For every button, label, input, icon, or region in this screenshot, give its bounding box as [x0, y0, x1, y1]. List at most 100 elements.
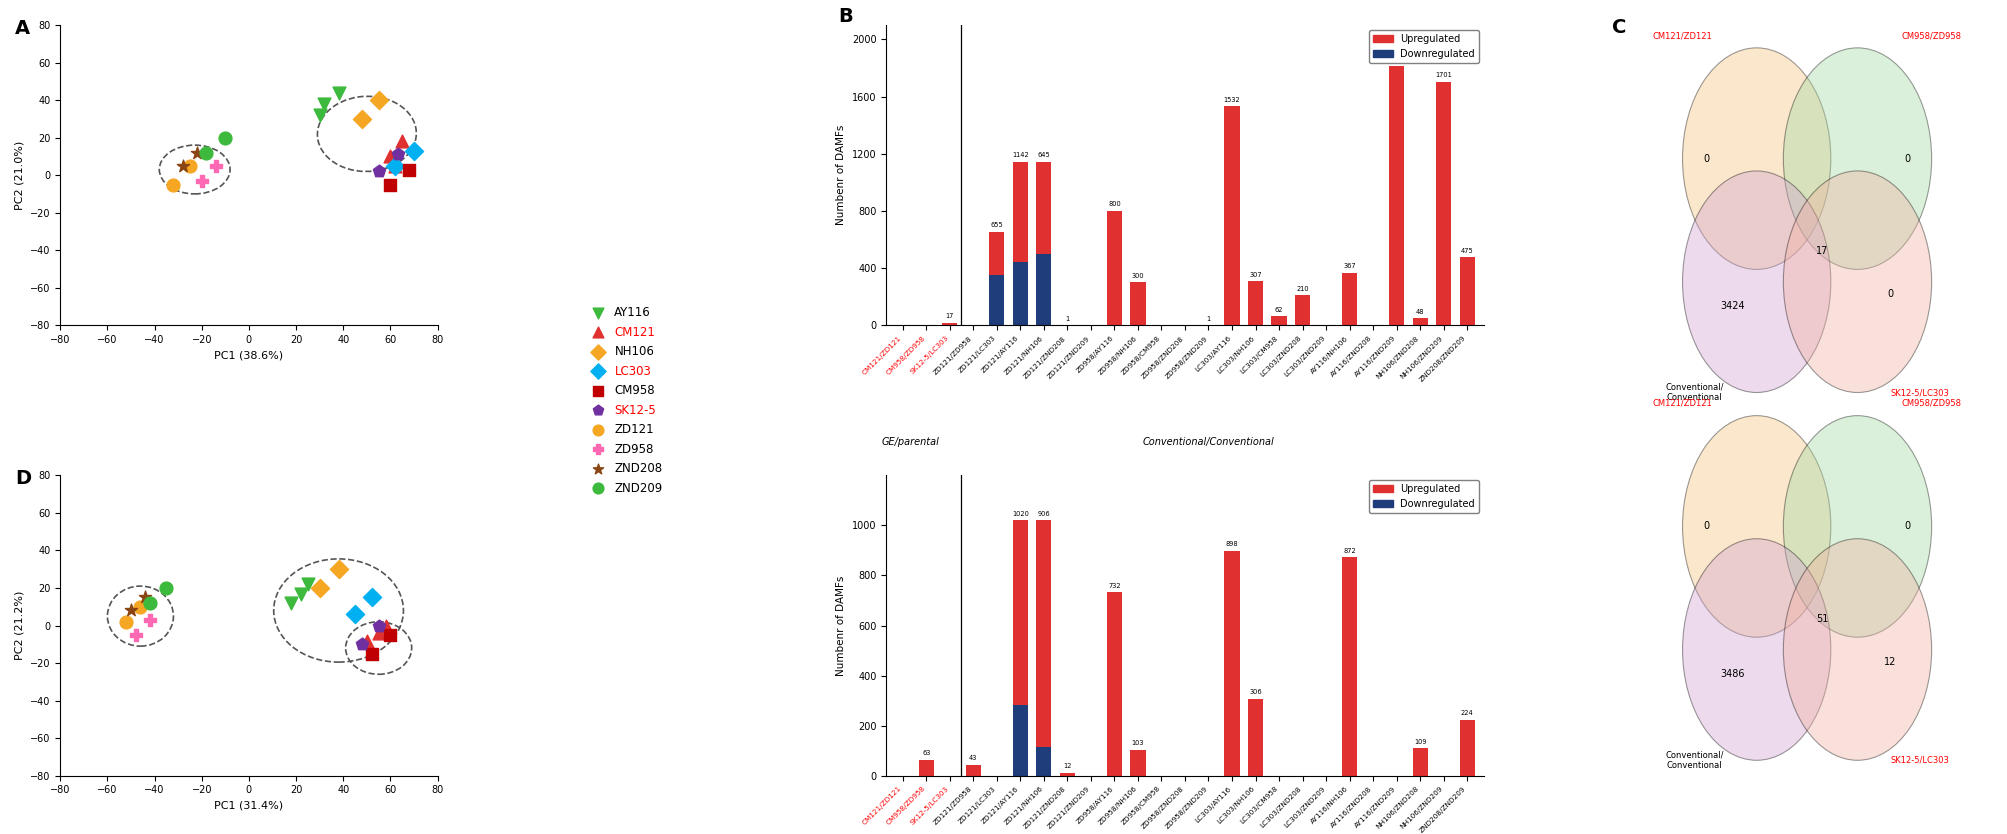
Bar — [1246, 281, 1262, 325]
Legend: AY116, CM121, NH106, LC303, CM958, SK12-5, ZD121, ZD958, ZND208, ZND209: AY116, CM121, NH106, LC303, CM958, SK12-… — [586, 306, 662, 495]
Text: 224: 224 — [1461, 710, 1473, 716]
Text: 51: 51 — [1814, 614, 1826, 624]
Point — [393, 163, 425, 176]
Text: CM958/ZD958: CM958/ZD958 — [1901, 399, 1961, 408]
Point — [114, 604, 147, 617]
Text: 1: 1 — [1206, 315, 1210, 322]
Point — [363, 626, 395, 640]
Point — [381, 148, 413, 161]
Point — [323, 86, 355, 99]
Ellipse shape — [1782, 415, 1931, 637]
Ellipse shape — [1782, 48, 1931, 269]
Y-axis label: PC2 (21.0%): PC2 (21.0%) — [14, 140, 24, 210]
Text: 12: 12 — [1883, 657, 1895, 667]
Text: 0: 0 — [1702, 521, 1708, 531]
Bar — [1435, 82, 1451, 325]
Point — [355, 590, 387, 604]
Bar — [989, 274, 1004, 325]
Bar — [965, 765, 979, 776]
Text: GE/parental: GE/parental — [881, 437, 939, 447]
Text: 210: 210 — [1297, 285, 1309, 292]
Text: Conventional/
Conventional: Conventional/ Conventional — [1664, 383, 1722, 402]
Bar — [1036, 254, 1052, 325]
Point — [373, 150, 405, 163]
Text: SK12-5/LC303: SK12-5/LC303 — [1889, 756, 1949, 765]
Point — [110, 615, 142, 629]
Point — [345, 638, 377, 651]
Bar — [917, 760, 933, 776]
Text: 103: 103 — [1132, 741, 1144, 746]
Bar — [1246, 699, 1262, 776]
Bar — [1459, 258, 1475, 325]
Text: 655: 655 — [989, 222, 1004, 228]
Point — [303, 581, 335, 595]
Point — [323, 563, 355, 576]
Legend: Upregulated, Downregulated: Upregulated, Downregulated — [1369, 480, 1477, 513]
Point — [134, 613, 167, 626]
Bar — [1270, 316, 1286, 325]
Ellipse shape — [1782, 171, 1931, 393]
Y-axis label: Numbenr of DAMFs: Numbenr of DAMFs — [837, 575, 847, 676]
Bar — [1036, 162, 1052, 254]
Bar — [1224, 106, 1238, 325]
Text: 898: 898 — [1224, 541, 1238, 547]
Bar — [1341, 557, 1357, 776]
Text: 800: 800 — [1108, 201, 1120, 208]
Point — [291, 578, 323, 591]
Text: 63: 63 — [921, 751, 929, 756]
Y-axis label: PC2 (21.2%): PC2 (21.2%) — [14, 590, 24, 661]
Point — [209, 131, 241, 144]
Point — [339, 607, 371, 620]
Text: CM958/ZD958: CM958/ZD958 — [1901, 31, 1961, 40]
Text: 732: 732 — [1108, 583, 1120, 589]
Text: 0: 0 — [1905, 521, 1911, 531]
Text: 43: 43 — [969, 756, 977, 761]
Point — [351, 634, 383, 647]
Text: 1701: 1701 — [1435, 73, 1451, 78]
Point — [345, 113, 377, 126]
Point — [373, 178, 405, 191]
Point — [397, 144, 429, 158]
X-axis label: PC1 (31.4%): PC1 (31.4%) — [215, 801, 283, 811]
Point — [309, 98, 341, 111]
Bar — [1130, 750, 1144, 776]
Bar — [1106, 592, 1122, 776]
Bar — [1224, 551, 1238, 776]
Text: 1816: 1816 — [1387, 56, 1405, 62]
Point — [185, 174, 217, 188]
Ellipse shape — [1682, 415, 1830, 637]
Point — [385, 134, 417, 148]
Text: Conventional/Conventional: Conventional/Conventional — [1142, 437, 1274, 447]
Ellipse shape — [1782, 539, 1931, 761]
Point — [379, 159, 411, 173]
Text: A: A — [14, 19, 30, 38]
Text: B: B — [839, 7, 853, 26]
Bar — [1012, 262, 1028, 325]
Text: 645: 645 — [1038, 153, 1050, 158]
Text: 48: 48 — [1415, 309, 1423, 314]
Text: 1: 1 — [1066, 315, 1070, 322]
Point — [167, 159, 199, 173]
Point — [191, 146, 223, 159]
Point — [157, 178, 189, 191]
Text: 0: 0 — [1702, 153, 1708, 163]
Text: 12: 12 — [1062, 763, 1072, 769]
Bar — [1036, 747, 1052, 776]
Text: 3486: 3486 — [1720, 669, 1744, 679]
Text: 109: 109 — [1413, 739, 1425, 745]
Ellipse shape — [1682, 539, 1830, 761]
Text: 0: 0 — [1887, 289, 1893, 299]
Point — [363, 165, 395, 178]
Text: 872: 872 — [1343, 548, 1355, 554]
Bar — [1411, 319, 1427, 325]
Point — [151, 581, 183, 595]
Text: 1532: 1532 — [1222, 97, 1240, 103]
Point — [128, 590, 161, 604]
Point — [120, 628, 153, 641]
Point — [355, 647, 387, 661]
Bar — [1106, 211, 1122, 325]
Ellipse shape — [1682, 171, 1830, 393]
Bar — [1341, 273, 1357, 325]
Bar — [1130, 283, 1144, 325]
Point — [363, 93, 395, 107]
